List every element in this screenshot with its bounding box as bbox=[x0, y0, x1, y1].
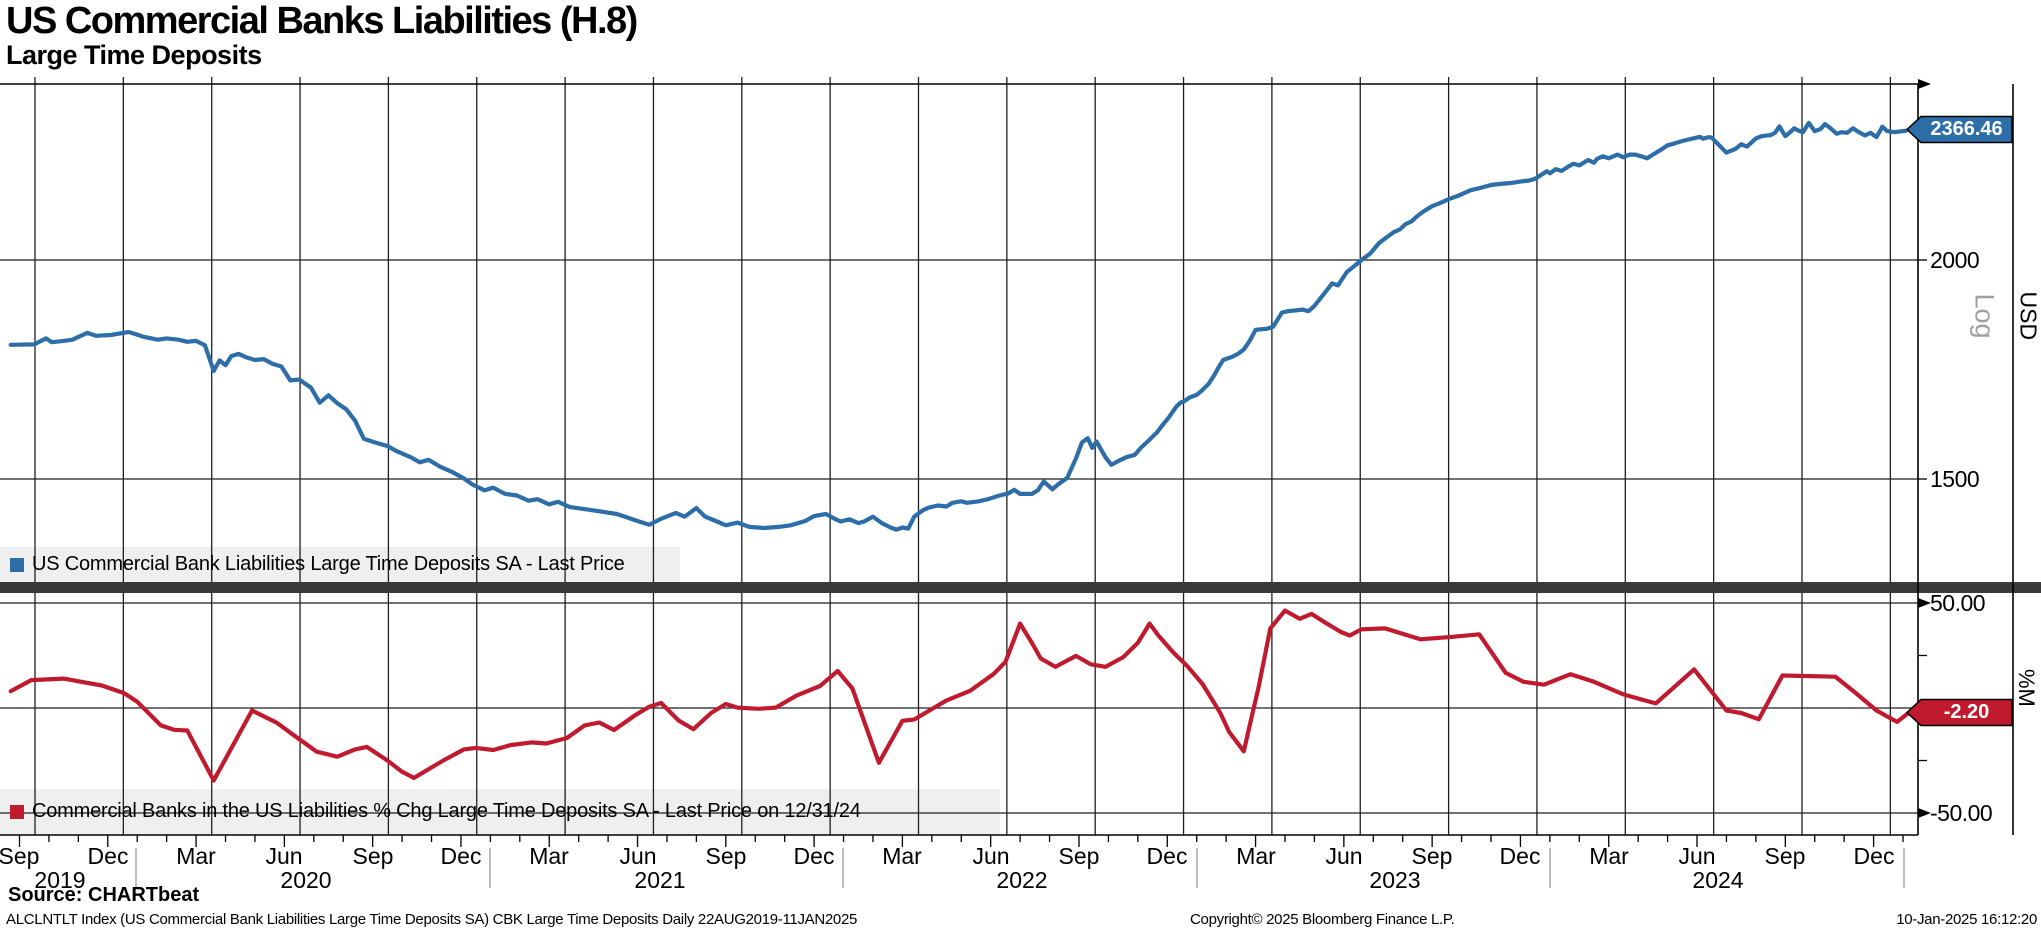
x-tick-label: Sep bbox=[0, 843, 40, 869]
x-tick-label: Sep bbox=[1411, 843, 1453, 869]
legend-bottom-background bbox=[0, 789, 1000, 835]
axis-arrowhead bbox=[1918, 598, 1931, 608]
x-tick-label: Jun bbox=[265, 843, 303, 869]
copyright-line: Copyright© 2025 Bloomberg Finance L.P. bbox=[1190, 911, 1455, 928]
x-tick-label: Mar bbox=[1589, 843, 1629, 869]
red-line-series bbox=[8, 608, 1912, 783]
y-axis-tick-label: 50.00 bbox=[1930, 590, 1986, 616]
security-meta-line: ALCLNTLT Index (US Commercial Bank Liabi… bbox=[6, 911, 858, 928]
x-tick-label: Dec bbox=[1499, 843, 1541, 869]
x-tick-label: Dec bbox=[1853, 843, 1895, 869]
log-scale-label[interactable]: Log bbox=[1969, 293, 2000, 339]
x-tick-label: Mar bbox=[882, 843, 922, 869]
last-price-tag-top: 2366.46 bbox=[1930, 118, 2003, 140]
x-tick-label: Sep bbox=[352, 843, 394, 869]
x-tick-label: Jun bbox=[1678, 843, 1716, 869]
usd-unit-label: USD bbox=[2015, 291, 2041, 341]
x-tick-label: Mar bbox=[1236, 843, 1276, 869]
percent-month-unit-label: %M bbox=[2014, 669, 2039, 707]
x-year-label: 2021 bbox=[634, 867, 686, 893]
x-tick-label: Jun bbox=[972, 843, 1010, 869]
red-series-swatch bbox=[10, 804, 24, 819]
last-price-marker-bottom[interactable] bbox=[1905, 698, 2013, 727]
x-year-label: 2024 bbox=[1692, 867, 1744, 893]
x-tick-label: Sep bbox=[1764, 843, 1806, 869]
legend-bottom-label: Commercial Banks in the US Liabilities %… bbox=[32, 800, 861, 822]
page-subtitle: Large Time Deposits bbox=[6, 40, 262, 70]
y-axis-tick-label: -50.00 bbox=[1930, 800, 1993, 826]
x-tick-label: Mar bbox=[176, 843, 216, 869]
blue-series-swatch bbox=[10, 557, 24, 572]
axis-arrowhead bbox=[1918, 79, 1931, 89]
timestamp: 10-Jan-2025 16:12:20 bbox=[1896, 911, 2037, 928]
blue-line-series bbox=[8, 120, 1909, 532]
page-title: US Commercial Banks Liabilities (H.8) bbox=[6, 0, 638, 42]
last-price-tag-bottom: -2.20 bbox=[1943, 701, 1990, 723]
x-tick-label: Dec bbox=[793, 843, 835, 869]
x-year-label: 2023 bbox=[1369, 867, 1421, 893]
x-tick-label: Jun bbox=[619, 843, 657, 869]
x-tick-label: Mar bbox=[529, 843, 569, 869]
source-line: Source: CHARTbeat bbox=[8, 884, 200, 906]
panel-separator bbox=[0, 582, 2041, 593]
axis-arrowhead bbox=[1918, 808, 1931, 818]
x-tick-label: Dec bbox=[440, 843, 482, 869]
y-axis-tick-label: 1500 bbox=[1930, 466, 1980, 492]
x-tick-label: Dec bbox=[87, 843, 129, 869]
x-tick-label: Dec bbox=[1146, 843, 1188, 869]
x-year-label: 2019 bbox=[34, 867, 86, 893]
legend-bottom-series[interactable]: Commercial Banks in the US Liabilities %… bbox=[10, 800, 861, 823]
x-year-label: 2020 bbox=[280, 867, 332, 893]
legend-top-label: US Commercial Bank Liabilities Large Tim… bbox=[32, 553, 625, 575]
x-tick-label: Sep bbox=[705, 843, 747, 869]
y-axis-tick-label: 2000 bbox=[1930, 247, 1980, 273]
legend-top-background bbox=[0, 547, 680, 583]
x-year-label: 2022 bbox=[996, 867, 1048, 893]
legend-top-series[interactable]: US Commercial Bank Liabilities Large Tim… bbox=[10, 553, 625, 576]
x-tick-label: Sep bbox=[1058, 843, 1100, 869]
x-tick-label: Jun bbox=[1325, 843, 1363, 869]
last-price-marker-top[interactable] bbox=[1905, 115, 2013, 144]
